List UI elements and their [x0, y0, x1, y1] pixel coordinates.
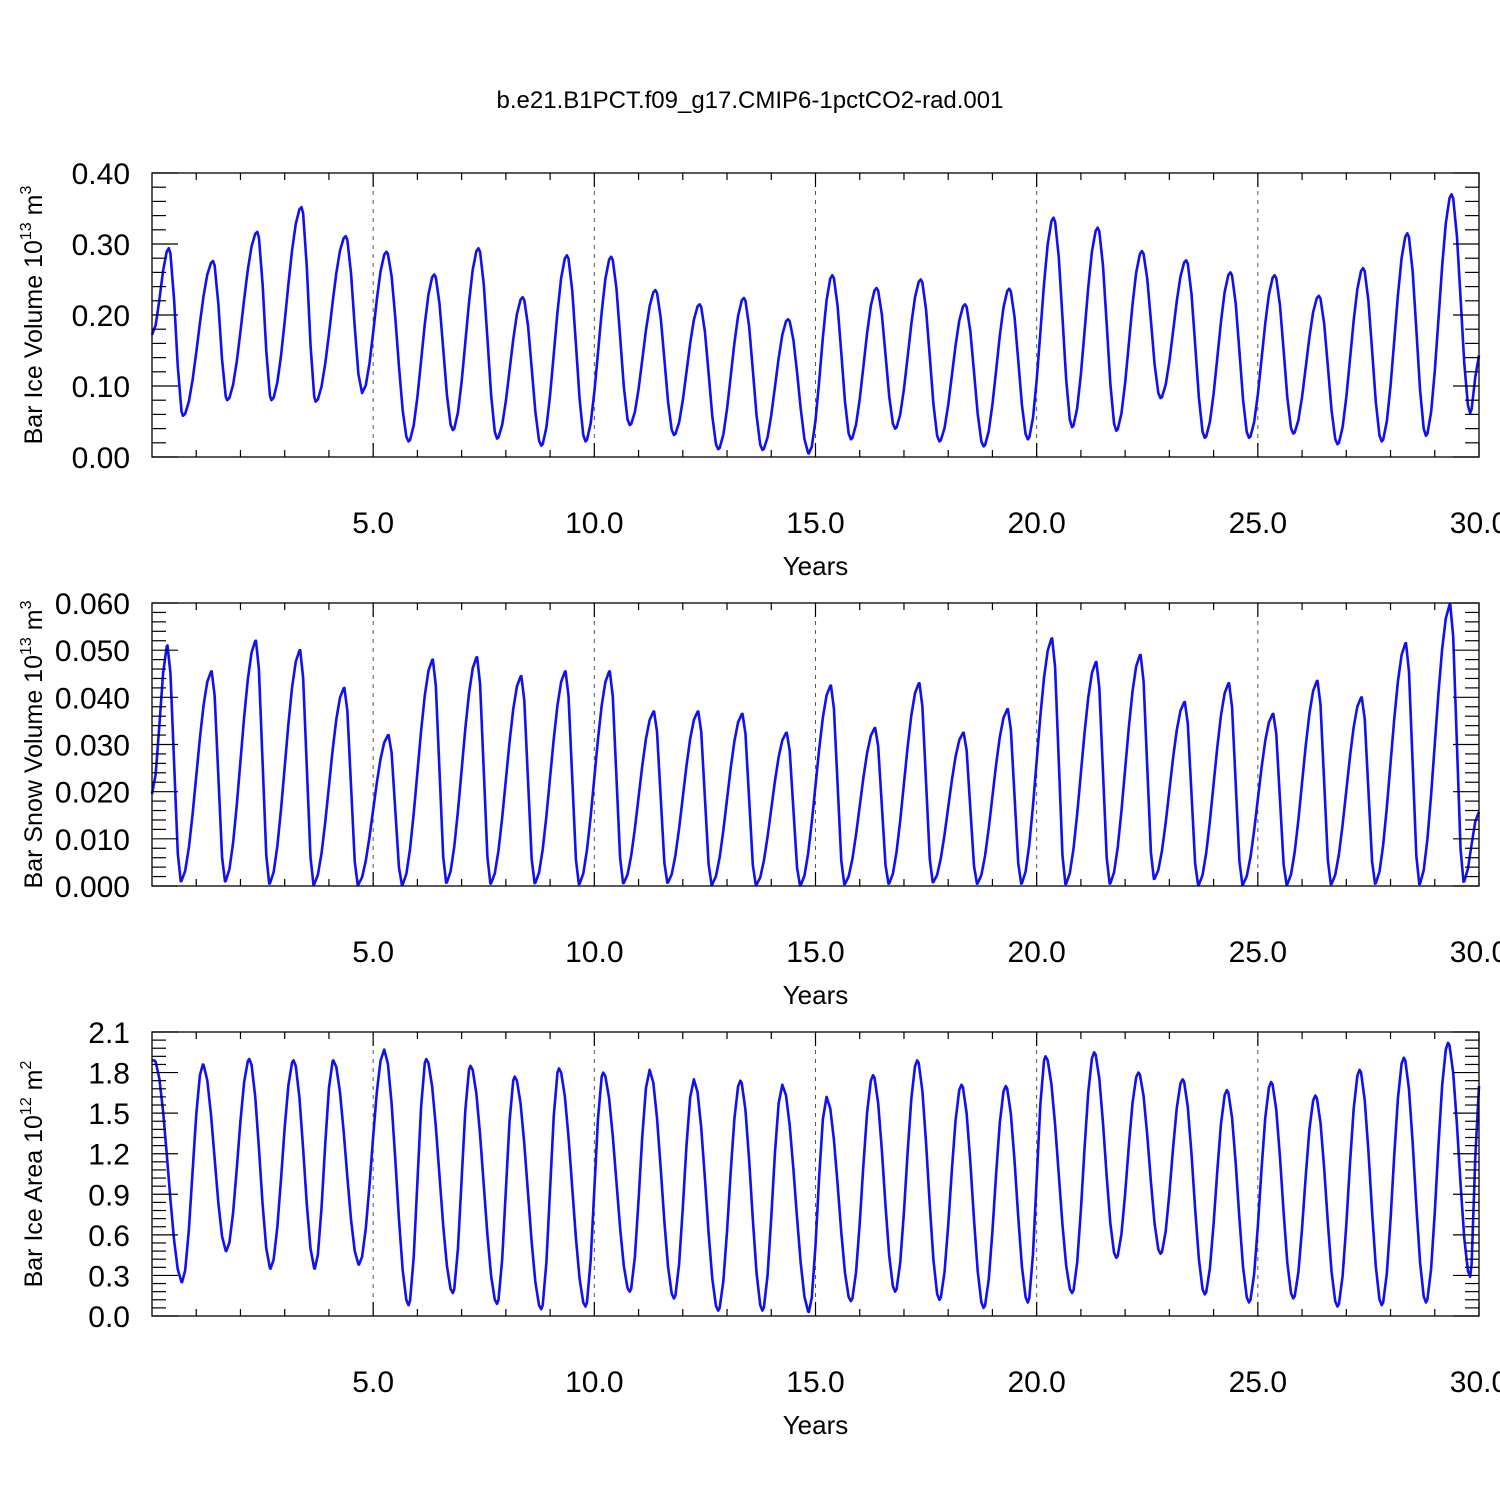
y-tick-label: 0.030	[55, 730, 130, 763]
y-tick-label: 0.050	[55, 635, 130, 668]
x-tick-label: 5.0	[352, 936, 394, 969]
y-tick-label: 1.5	[88, 1098, 130, 1131]
x-axis-label: Years	[783, 551, 849, 581]
y-axis-label: Bar Ice Volume 1013 m3	[18, 186, 48, 445]
y-tick-label: 0.00	[72, 442, 130, 475]
x-tick-label: 20.0	[1007, 1366, 1065, 1399]
x-tick-label: 5.0	[352, 507, 394, 540]
series-line	[152, 1041, 1481, 1314]
y-tick-label: 0.010	[55, 824, 130, 857]
y-tick-label: 0.000	[55, 871, 130, 904]
x-axis-label: Years	[783, 980, 849, 1010]
y-tick-label: 1.2	[88, 1139, 130, 1172]
y-tick-label: 0.3	[88, 1260, 130, 1293]
panel-3: 5.0 10.0 15.0 20.0 25.0 30.0 0.0 0.3 0.6 0.9 1.2 1.…	[18, 1017, 1500, 1440]
y-tick-label: 0.6	[88, 1220, 130, 1253]
x-tick-label: 15.0	[786, 936, 844, 969]
x-tick-label: 10.0	[565, 507, 623, 540]
x-tick-label: 25.0	[1229, 1366, 1287, 1399]
figure-title: b.e21.B1PCT.f09_g17.CMIP6-1pctCO2-rad.00…	[497, 87, 1004, 114]
panel-2: 5.0 10.0 15.0 20.0 25.0 30.0 0.000 0.010 0.020 0.…	[18, 588, 1500, 1010]
panel-1: 5.0 10.0 15.0 20.0 25.0 30.0 0.00 0.10 0.20 0.30 0…	[18, 158, 1500, 581]
y-tick-label: 0.0	[88, 1301, 130, 1334]
plot-frame	[151, 602, 1480, 887]
x-tick-label: 30.0	[1450, 1366, 1500, 1399]
y-tick-label: 0.040	[55, 682, 130, 715]
x-tick-label: 15.0	[786, 1366, 844, 1399]
y-tick-label: 0.40	[72, 158, 130, 191]
series-line	[150, 603, 1481, 887]
x-tick-label: 30.0	[1450, 507, 1500, 540]
y-tick-label: 0.9	[88, 1179, 130, 1212]
x-tick-label: 15.0	[786, 507, 844, 540]
x-tick-label: 20.0	[1007, 507, 1065, 540]
y-axis-label: Bar Ice Area 1012 m2	[18, 1061, 48, 1288]
y-tick-label: 0.060	[55, 588, 130, 621]
y-tick-label: 2.1	[88, 1017, 130, 1050]
series-line	[150, 193, 1481, 455]
x-axis-label: Years	[783, 1410, 849, 1440]
y-tick-label: 0.20	[72, 300, 130, 333]
y-tick-label: 0.30	[72, 229, 130, 262]
x-tick-label: 30.0	[1450, 936, 1500, 969]
y-tick-label: 1.8	[88, 1058, 130, 1091]
x-tick-label: 5.0	[352, 1366, 394, 1399]
x-tick-label: 10.0	[565, 1366, 623, 1399]
y-tick-label: 0.10	[72, 371, 130, 404]
x-tick-label: 20.0	[1007, 936, 1065, 969]
x-tick-label: 25.0	[1229, 936, 1287, 969]
x-tick-label: 10.0	[565, 936, 623, 969]
x-tick-label: 25.0	[1229, 507, 1287, 540]
y-axis-label: Bar Snow Volume 1013 m3	[18, 600, 48, 888]
y-tick-label: 0.020	[55, 777, 130, 810]
